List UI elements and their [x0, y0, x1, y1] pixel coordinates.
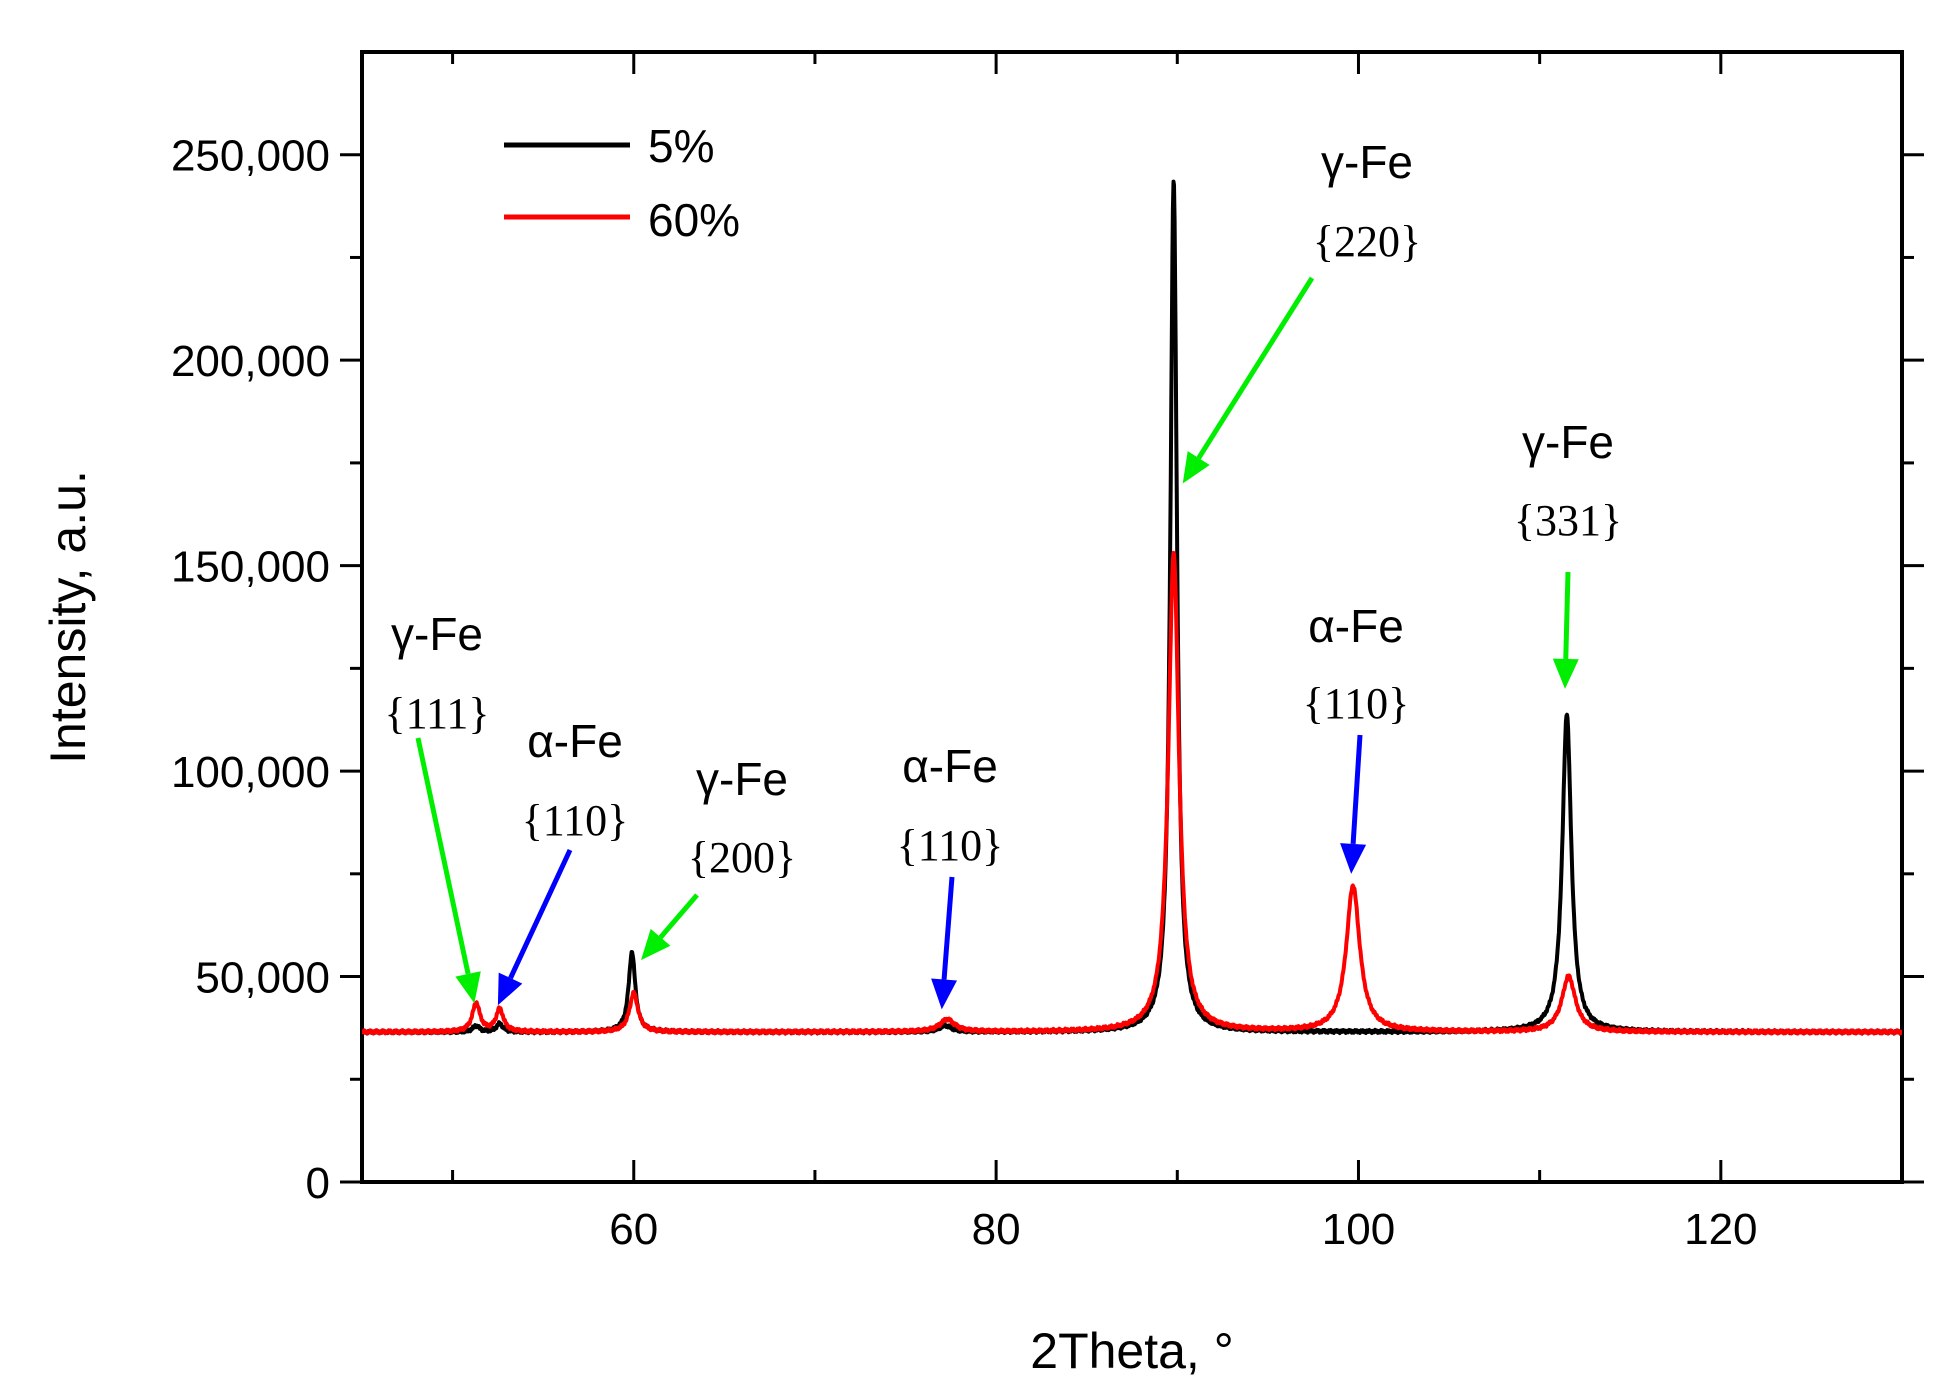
annotation-arrow-shaft [1196, 276, 1315, 460]
annotation-hkl-label: {110} [522, 796, 629, 845]
annotation-arrow-shaft [658, 893, 699, 939]
axis-ticks [340, 52, 1924, 1184]
y-tick-label: 200,000 [171, 337, 330, 386]
annotation-hkl-label: {111} [385, 689, 490, 738]
annotation-hkl-label: {110} [1303, 679, 1410, 728]
annotation-phase-label: α-Fe [527, 715, 623, 767]
annotation-2: γ-Fe {200} [641, 753, 796, 961]
annotation-phase-label: α-Fe [1308, 600, 1404, 652]
annotation-1: α-Fe {110} [497, 715, 629, 1006]
y-tick-label: 150,000 [171, 543, 330, 592]
annotation-3: α-Fe {110} [897, 740, 1004, 1010]
x-tick-label: 60 [609, 1205, 658, 1254]
annotation-hkl-label: {331} [1514, 496, 1622, 545]
annotation-6: γ-Fe {331} [1514, 416, 1622, 689]
x-tick-label: 120 [1684, 1205, 1757, 1254]
annotation-arrow-head [1182, 451, 1210, 484]
x-tick-label: 80 [972, 1205, 1021, 1254]
plot-area [360, 50, 1904, 1184]
annotation-5: α-Fe {110} [1303, 600, 1410, 874]
annotation-0: γ-Fe {111} [385, 608, 490, 1004]
annotation-phase-label: γ-Fe [1321, 136, 1413, 188]
y-tick-label: 50,000 [195, 954, 330, 1003]
axis-tick-labels: 60 80 100 120 0 50,000 100,000 150,000 200,000 25… [171, 132, 1758, 1254]
x-axis-title: 2Theta, ° [1030, 1323, 1233, 1379]
annotation-arrow-shaft [415, 737, 471, 975]
annotation-arrow-shaft [508, 848, 573, 980]
annotation-arrow-head [1340, 843, 1367, 874]
legend: 5% 60% [504, 120, 740, 246]
annotation-arrow-shaft [941, 876, 955, 980]
annotation-arrow-head [1552, 658, 1579, 689]
y-tick-label: 250,000 [171, 132, 330, 181]
x-tick-label: 100 [1322, 1205, 1395, 1254]
series-group [362, 179, 1902, 1036]
annotations: γ-Fe{111}α-Fe{110}γ-Fe{200}α-Fe{110}γ-Fe… [385, 136, 1622, 1010]
annotation-phase-label: α-Fe [902, 740, 998, 792]
series-line-1 [362, 550, 1902, 1036]
annotation-arrow-shaft [1563, 571, 1571, 659]
y-axis-title: Intensity, a.u. [40, 470, 96, 764]
annotation-arrow-head [497, 972, 523, 1006]
annotation-hkl-label: {220} [1313, 217, 1421, 266]
y-tick-label: 0 [306, 1159, 330, 1208]
annotation-arrow-head [455, 971, 481, 1004]
annotation-hkl-label: {200} [688, 833, 796, 882]
annotation-arrow-head [931, 978, 957, 1010]
annotation-phase-label: γ-Fe [1522, 416, 1614, 468]
legend-label-5pct: 5% [648, 120, 714, 172]
annotation-phase-label: γ-Fe [391, 608, 483, 660]
annotation-hkl-label: {110} [897, 821, 1004, 870]
y-tick-label: 100,000 [171, 748, 330, 797]
annotation-phase-label: γ-Fe [696, 753, 788, 805]
annotation-arrow-shaft [1350, 734, 1363, 845]
annotation-4: γ-Fe {220} [1182, 136, 1421, 484]
annotation-arrow-head [641, 928, 671, 961]
legend-label-60pct: 60% [648, 194, 740, 246]
